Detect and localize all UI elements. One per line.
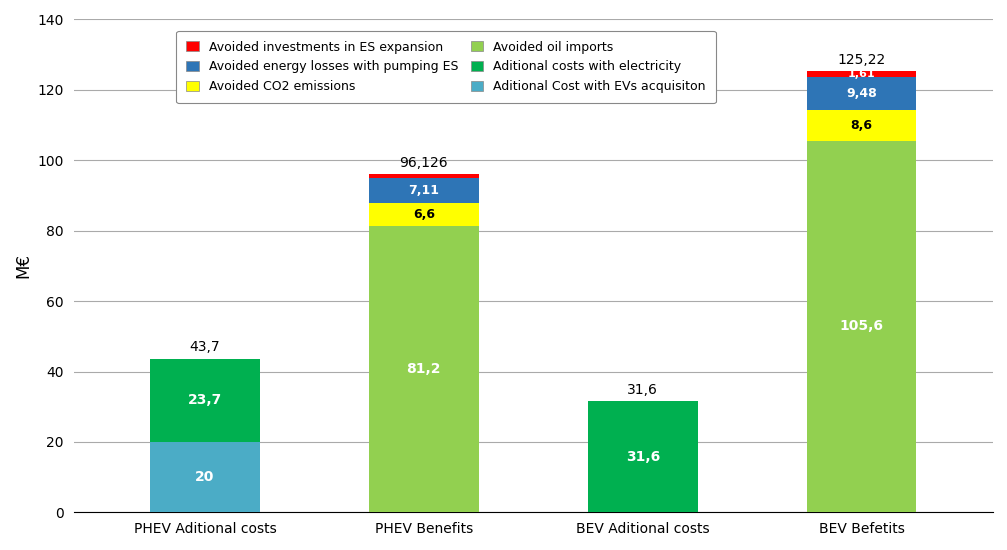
Text: 8,6: 8,6	[851, 119, 873, 132]
Bar	[588, 401, 698, 513]
Text: 6,6: 6,6	[413, 208, 435, 221]
Text: 7,11: 7,11	[409, 184, 439, 197]
Bar	[807, 71, 916, 77]
Bar	[150, 442, 260, 513]
Bar	[370, 174, 478, 178]
Text: 125,22: 125,22	[838, 53, 886, 67]
Text: 43,7: 43,7	[189, 340, 221, 354]
Bar	[370, 203, 478, 227]
Legend: Avoided investments in ES expansion, Avoided energy losses with pumping ES, Avoi: Avoided investments in ES expansion, Avo…	[176, 31, 716, 103]
Text: 81,2: 81,2	[407, 362, 441, 376]
Bar	[807, 110, 916, 141]
Bar	[807, 141, 916, 513]
Text: 23,7: 23,7	[187, 393, 222, 407]
Text: 31,6: 31,6	[625, 450, 660, 464]
Text: 105,6: 105,6	[840, 320, 884, 333]
Bar	[370, 178, 478, 203]
Bar	[370, 227, 478, 513]
Text: 9,48: 9,48	[846, 87, 877, 100]
Text: 20: 20	[195, 470, 214, 484]
Y-axis label: M€: M€	[14, 254, 32, 278]
Text: 96,126: 96,126	[400, 156, 448, 170]
Bar	[150, 359, 260, 442]
Text: 31,6: 31,6	[627, 383, 659, 397]
Text: 1,61: 1,61	[848, 69, 875, 79]
Bar	[807, 77, 916, 110]
